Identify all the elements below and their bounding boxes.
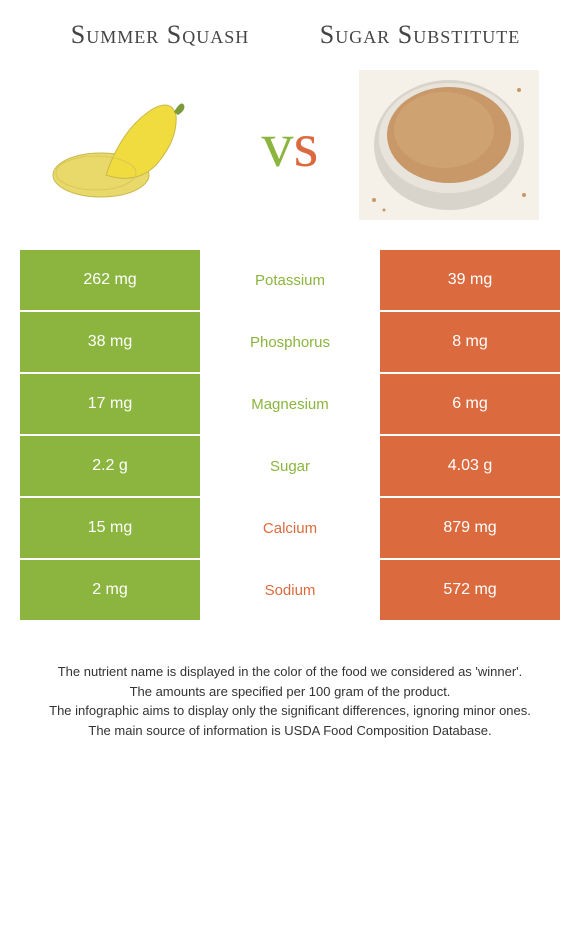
nutrient-name: Calcium — [200, 498, 380, 558]
title-right: Sugar Substitute — [290, 20, 550, 50]
value-right: 39 mg — [380, 250, 560, 310]
value-right: 879 mg — [380, 498, 560, 558]
table-row: 2 mg Sodium 572 mg — [20, 560, 560, 620]
title-left: Summer Squash — [30, 20, 290, 50]
footer-line: The main source of information is USDA F… — [20, 721, 560, 741]
nutrient-name: Magnesium — [200, 374, 380, 434]
value-right: 4.03 g — [380, 436, 560, 496]
vs-s: s — [294, 109, 319, 180]
vs-v: v — [262, 109, 294, 180]
table-row: 38 mg Phosphorus 8 mg — [20, 312, 560, 372]
value-left: 262 mg — [20, 250, 200, 310]
image-row: vs — [0, 60, 580, 250]
footer-line: The amounts are specified per 100 gram o… — [20, 682, 560, 702]
nutrient-name: Sodium — [200, 560, 380, 620]
header-row: Summer Squash Sugar Substitute — [0, 0, 580, 60]
value-left: 2 mg — [20, 560, 200, 620]
food-image-right — [359, 70, 539, 220]
table-row: 262 mg Potassium 39 mg — [20, 250, 560, 310]
nutrient-name: Phosphorus — [200, 312, 380, 372]
value-right: 572 mg — [380, 560, 560, 620]
food-image-left — [41, 70, 221, 220]
nutrient-name: Sugar — [200, 436, 380, 496]
squash-icon — [46, 80, 216, 210]
table-row: 15 mg Calcium 879 mg — [20, 498, 560, 558]
value-right: 6 mg — [380, 374, 560, 434]
value-left: 15 mg — [20, 498, 200, 558]
nutrient-table: 262 mg Potassium 39 mg 38 mg Phosphorus … — [20, 250, 560, 620]
value-left: 38 mg — [20, 312, 200, 372]
footer-line: The infographic aims to display only the… — [20, 701, 560, 721]
value-left: 2.2 g — [20, 436, 200, 496]
table-row: 17 mg Magnesium 6 mg — [20, 374, 560, 434]
vs-label: vs — [262, 108, 319, 182]
table-row: 2.2 g Sugar 4.03 g — [20, 436, 560, 496]
value-right: 8 mg — [380, 312, 560, 372]
footer-notes: The nutrient name is displayed in the co… — [0, 622, 580, 760]
footer-line: The nutrient name is displayed in the co… — [20, 662, 560, 682]
nutrient-name: Potassium — [200, 250, 380, 310]
value-left: 17 mg — [20, 374, 200, 434]
sugar-bowl-icon — [359, 70, 539, 220]
